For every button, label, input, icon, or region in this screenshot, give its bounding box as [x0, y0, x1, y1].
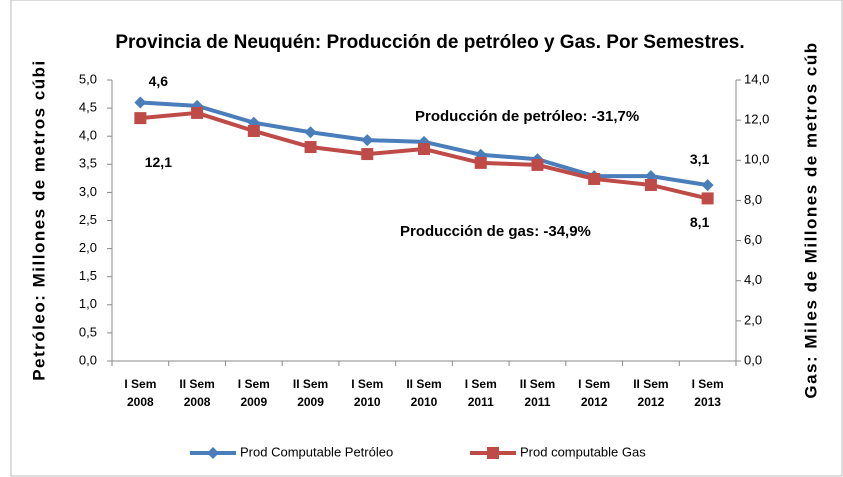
point — [304, 126, 317, 139]
point — [361, 134, 374, 147]
y2-tick-label: 2,0 — [744, 312, 762, 327]
point — [531, 158, 544, 171]
point — [191, 106, 204, 119]
point — [247, 116, 260, 129]
y2-tick-label: 14,0 — [744, 71, 769, 86]
y-tick-label: 0,0 — [79, 352, 97, 367]
point — [701, 179, 714, 192]
y-tick-label: 4,0 — [79, 128, 97, 143]
chart-title: Provincia de Neuquén: Producción de petr… — [115, 32, 744, 53]
x-tick-label: II Sem 2010 — [406, 377, 441, 409]
annotation: Producción de petróleo: -31,7% — [415, 108, 639, 125]
y-tick-label: 2,5 — [79, 212, 97, 227]
annotation: Producción de gas: -34,9% — [400, 223, 591, 240]
legend-label: Prod computable Gas — [520, 444, 646, 459]
point — [418, 143, 430, 156]
y2-axis-title: Gas: Miles de Millones de metros cúb — [801, 41, 820, 398]
x-tick-label: I Sem 2012 — [578, 377, 610, 409]
y-tick-label: 4,5 — [79, 100, 97, 115]
point — [247, 124, 260, 137]
y-tick-label: 0,5 — [79, 324, 97, 339]
x-tick-label: I Sem 2009 — [238, 377, 270, 409]
legend-label: Prod Computable Petróleo — [240, 444, 393, 459]
y2-tick-label: 12,0 — [744, 112, 769, 127]
point — [701, 192, 714, 205]
y-tick-label: 5,0 — [79, 71, 97, 86]
point — [134, 96, 147, 109]
y-tick-label: 1,0 — [79, 296, 97, 311]
point — [474, 156, 487, 169]
legend-marker — [487, 447, 499, 459]
x-tick-label: II Sem 2011 — [520, 377, 555, 409]
y-tick-label: 2,0 — [79, 240, 97, 255]
point — [644, 178, 657, 191]
chart-frame — [10, 0, 843, 477]
y-tick-label: 1,5 — [79, 268, 97, 283]
point — [588, 172, 601, 185]
y-tick-label: 3,0 — [79, 184, 97, 199]
point — [134, 112, 147, 125]
x-tick-label: II Sem 2009 — [293, 377, 328, 409]
x-tick-label: I Sem 2013 — [692, 377, 724, 409]
x-tick-label: II Sem 2012 — [633, 377, 668, 409]
y2-tick-label: 8,0 — [744, 192, 762, 207]
legend-marker — [207, 447, 219, 459]
data-label: 8,1 — [690, 214, 710, 230]
y-tick-label: 3,5 — [79, 156, 97, 171]
point — [304, 141, 317, 154]
y2-tick-label: 6,0 — [744, 232, 762, 247]
y2-tick-label: 10,0 — [744, 152, 769, 167]
y2-tick-label: 4,0 — [744, 272, 762, 287]
data-label: 4,6 — [149, 73, 169, 89]
y2-tick-label: 0,0 — [744, 352, 762, 367]
data-label: 12,1 — [145, 154, 172, 170]
x-tick-label: I Sem 2010 — [351, 377, 383, 409]
point — [361, 148, 374, 161]
x-tick-label: II Sem 2008 — [179, 377, 214, 409]
x-tick-label: I Sem 2011 — [465, 377, 497, 409]
data-label: 3,1 — [690, 151, 710, 167]
y-axis-title: Petróleo: Millones de metros cúbi — [29, 59, 48, 381]
x-tick-label: I Sem 2008 — [124, 377, 156, 409]
